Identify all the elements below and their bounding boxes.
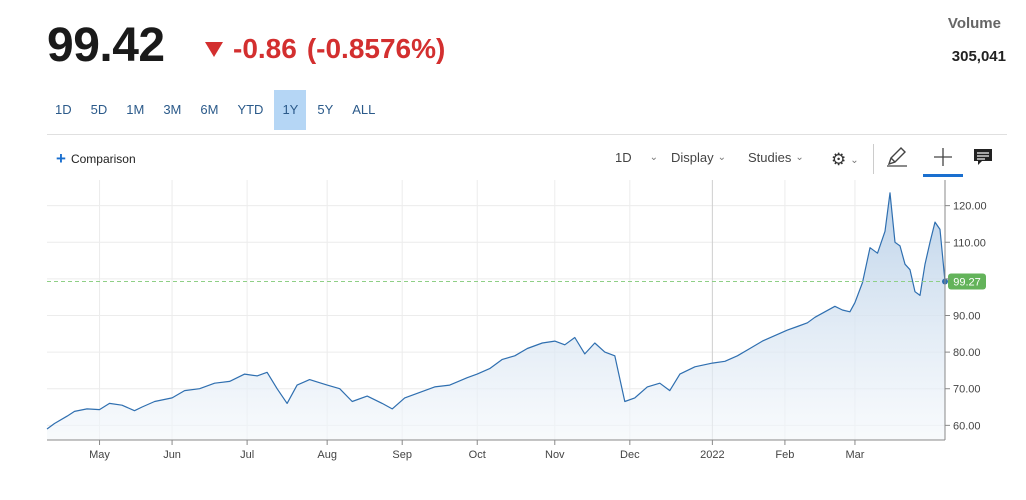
range-tabs: 1D 5D 1M 3M 6M YTD 1Y 5Y ALL bbox=[47, 90, 386, 130]
x-tick-label: Mar bbox=[845, 449, 864, 461]
comparison-label: Comparison bbox=[70, 152, 136, 166]
change-percent: (-0.8576%) bbox=[306, 33, 446, 64]
divider bbox=[47, 134, 1007, 135]
x-tick-label: Oct bbox=[469, 449, 486, 461]
x-tick-label: Feb bbox=[775, 449, 794, 461]
series-area bbox=[47, 192, 945, 440]
range-tab-1m[interactable]: 1M bbox=[126, 102, 145, 117]
last-price: 99.42 bbox=[47, 19, 165, 72]
y-tick-label: 120.00 bbox=[953, 201, 987, 213]
chart-area-layer bbox=[46, 192, 946, 440]
y-tick-label: 110.00 bbox=[953, 237, 986, 249]
last-price-badge-label: 99.27 bbox=[953, 277, 981, 289]
chevron-down-icon: ⌄ bbox=[649, 152, 659, 163]
y-tick-label: 60.00 bbox=[953, 420, 981, 432]
y-tick-label: 70.00 bbox=[953, 384, 981, 396]
x-tick-label: Dec bbox=[620, 449, 640, 461]
chevron-down-icon: ⌄ bbox=[717, 152, 727, 163]
x-tick-label: Jun bbox=[163, 449, 181, 461]
x-tick-label: Nov bbox=[545, 449, 565, 461]
interval-label: 1D bbox=[615, 150, 632, 165]
volume-value: 305,041 bbox=[951, 48, 1006, 65]
chevron-down-icon: ⌄ bbox=[850, 154, 859, 166]
settings-dropdown[interactable]: ⚙ ⌄ bbox=[831, 150, 859, 170]
chevron-down-icon: ⌄ bbox=[795, 152, 804, 163]
studies-dropdown[interactable]: Studies ⌄ bbox=[748, 150, 804, 165]
down-arrow-icon bbox=[205, 41, 223, 57]
y-tick-label: 90.00 bbox=[953, 310, 981, 322]
x-tick-label: Jul bbox=[240, 449, 254, 461]
studies-label: Studies bbox=[748, 150, 792, 165]
range-tab-all[interactable]: ALL bbox=[352, 102, 376, 117]
reference-layer: 99.27 bbox=[47, 273, 986, 290]
x-tick-label: May bbox=[89, 449, 110, 461]
change-value: -0.86 bbox=[233, 33, 297, 64]
range-tab-3m[interactable]: 3M bbox=[163, 102, 182, 117]
range-tab-1y[interactable]: 1Y bbox=[274, 90, 307, 130]
toolbar-divider bbox=[873, 144, 874, 174]
range-tab-5d[interactable]: 5D bbox=[90, 102, 108, 117]
crosshair-icon[interactable] bbox=[930, 146, 956, 168]
comparison-button[interactable]: + Comparison bbox=[56, 149, 136, 168]
interval-dropdown[interactable]: 1D ⌄ bbox=[615, 150, 658, 165]
range-tab-1d[interactable]: 1D bbox=[55, 102, 72, 117]
range-tab-ytd[interactable]: YTD bbox=[237, 102, 264, 117]
active-tool-indicator bbox=[923, 174, 963, 177]
comment-icon[interactable] bbox=[970, 146, 996, 168]
x-tick-label: Sep bbox=[392, 449, 412, 461]
series-line bbox=[46, 192, 946, 430]
price-change: -0.86 (-0.8576%) bbox=[205, 33, 445, 65]
display-label: Display bbox=[671, 150, 714, 165]
display-dropdown[interactable]: Display ⌄ bbox=[671, 150, 726, 165]
pencil-icon[interactable] bbox=[884, 146, 910, 168]
last-price-badge bbox=[948, 273, 986, 290]
chart-axes: 60.00 70.00 80.00 90.00 110.00 120.00 May Jun Ju… bbox=[47, 180, 987, 461]
x-tick-label: Aug bbox=[317, 449, 337, 461]
x-tick-label: 2022 bbox=[700, 449, 724, 461]
y-tick-label: 80.00 bbox=[953, 347, 981, 359]
plus-icon: + bbox=[56, 149, 66, 168]
gear-icon: ⚙ bbox=[831, 150, 847, 169]
volume-label: Volume bbox=[947, 15, 1001, 32]
range-tab-6m[interactable]: 6M bbox=[200, 102, 219, 117]
range-tab-5y[interactable]: 5Y bbox=[317, 102, 334, 117]
